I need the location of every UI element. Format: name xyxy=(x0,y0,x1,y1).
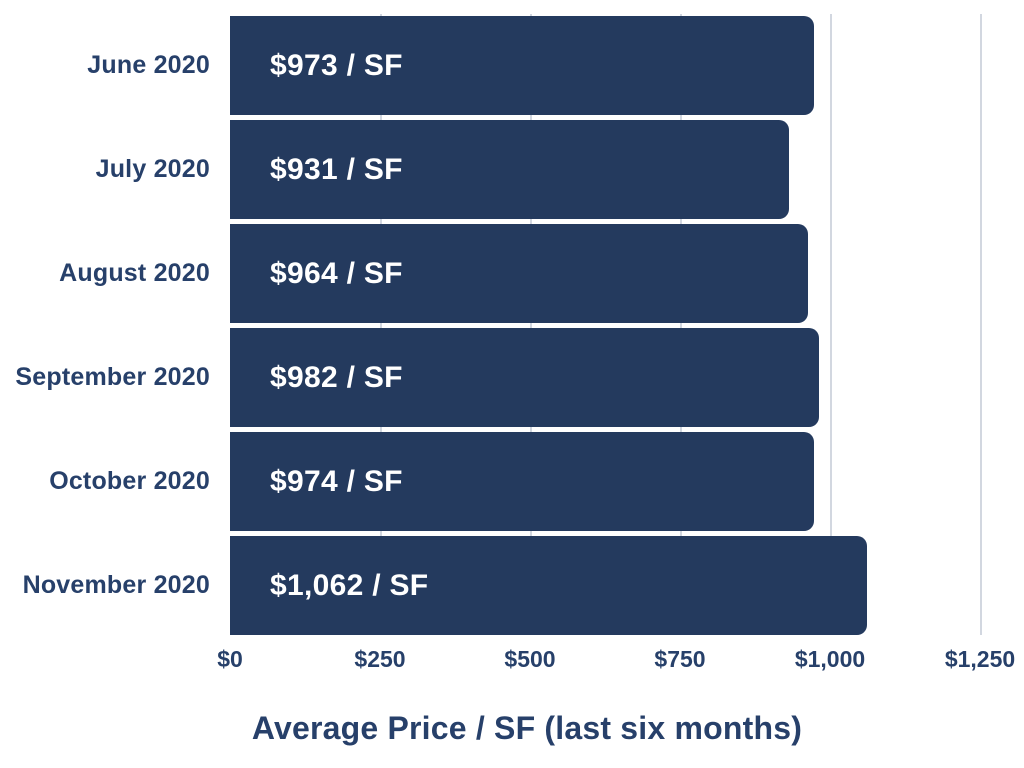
bar: $974 / SF xyxy=(230,432,815,531)
gridline xyxy=(380,14,382,635)
bar-row: July 2020 $931 / SF xyxy=(0,120,1024,219)
bar-value-label: $964 / SF xyxy=(270,256,403,290)
x-axis-tick-label: $1,250 xyxy=(944,646,1016,672)
x-axis-tick-label: $500 xyxy=(504,646,556,672)
x-axis-tick-label: $1,000 xyxy=(794,646,866,672)
category-label: October 2020 xyxy=(49,467,210,495)
bar-value-label: $1,062 / SF xyxy=(270,568,429,602)
bar-row: November 2020 $1,062 / SF xyxy=(0,536,1024,635)
x-axis-tick-label: $0 xyxy=(217,646,243,672)
x-axis-tick-label: $250 xyxy=(354,646,406,672)
bar: $1,062 / SF xyxy=(230,536,868,635)
bar-value-label: $931 / SF xyxy=(270,152,403,186)
bar: $931 / SF xyxy=(230,120,789,219)
gridline xyxy=(980,14,982,635)
bar-row: October 2020 $974 / SF xyxy=(0,432,1024,531)
bar: $964 / SF xyxy=(230,224,809,323)
gridline xyxy=(680,14,682,635)
x-axis-tick-label: $750 xyxy=(654,646,706,672)
chart-title: Average Price / SF (last six months) xyxy=(251,710,803,746)
bar-row: September 2020 $982 / SF xyxy=(0,328,1024,427)
category-label: June 2020 xyxy=(87,51,210,79)
bar: $982 / SF xyxy=(230,328,820,427)
bar-value-label: $973 / SF xyxy=(270,48,403,82)
bar: $973 / SF xyxy=(230,16,814,115)
category-label: November 2020 xyxy=(22,571,210,599)
gridline xyxy=(530,14,532,635)
gridline xyxy=(830,14,832,635)
bar-row: June 2020 $973 / SF xyxy=(0,16,1024,115)
category-label: July 2020 xyxy=(95,155,210,183)
category-label: September 2020 xyxy=(15,363,210,391)
bar-value-label: $974 / SF xyxy=(270,464,403,498)
bar-row: August 2020 $964 / SF xyxy=(0,224,1024,323)
category-label: August 2020 xyxy=(59,259,210,287)
bar-value-label: $982 / SF xyxy=(270,360,403,394)
